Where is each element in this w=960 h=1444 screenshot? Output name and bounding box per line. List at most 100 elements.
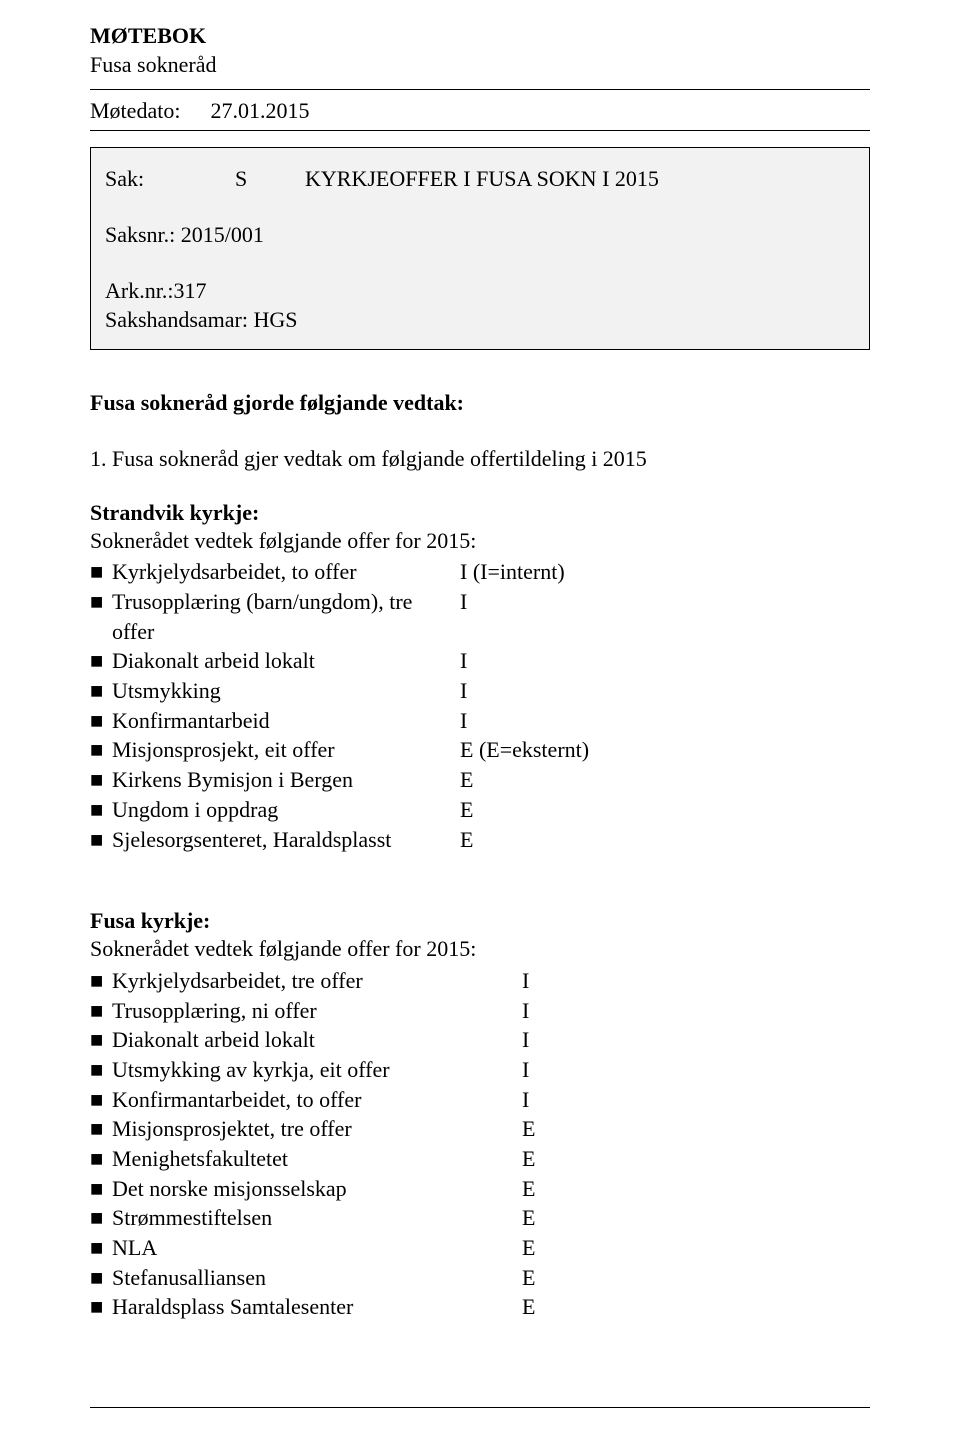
decision-intro: 1. Fusa sokneråd gjer vedtak om følgjand… [90,444,870,474]
handler-value: HGS [253,307,297,332]
list-item: ■Kyrkjelydsarbeidet, tre offerI [90,966,870,996]
item-label: Kyrkjelydsarbeidet, tre offer [112,966,522,996]
item-label: Utsmykking av kyrkja, eit offer [112,1055,522,1085]
bullet-icon: ■ [90,996,112,1026]
list-item: ■Utsmykking av kyrkja, eit offerI [90,1055,870,1085]
item-code: E [522,1292,535,1322]
sak-title: KYRKJEOFFER I FUSA SOKN I 2015 [305,164,659,194]
sak-code: S [235,164,265,194]
bullet-icon: ■ [90,676,112,706]
item-label: Strømmestiftelsen [112,1203,522,1233]
list-item: ■StefanusalliansenE [90,1263,870,1293]
item-code: I [460,706,467,736]
strandvik-list: ■Kyrkjelydsarbeidet, to offerI (I=intern… [90,557,870,854]
strandvik-subhead: Soknerådet vedtek følgjande offer for 20… [90,526,870,556]
list-item: ■Trusopplæring, ni offerI [90,996,870,1026]
list-item: ■Kyrkjelydsarbeidet, to offerI (I=intern… [90,557,870,587]
list-item: ■StrømmestiftelsenE [90,1203,870,1233]
item-code: E [522,1114,535,1144]
rule-top [90,89,870,90]
item-code: I [522,1055,529,1085]
document-title: MØTEBOK [90,22,870,51]
item-label: Sjelesorgsenteret, Haraldsplasst [112,825,460,855]
handler-row: Sakshandsamar: HGS [105,305,855,335]
item-code: E [522,1263,535,1293]
bullet-icon: ■ [90,706,112,736]
item-label: Diakonalt arbeid lokalt [112,646,460,676]
item-code: E [460,765,473,795]
list-item: ■Misjonsprosjektet, tre offerE [90,1114,870,1144]
list-item: ■Trusopplæring (barn/ungdom), tre offerI [90,587,870,646]
list-item: ■Det norske misjonsselskapE [90,1174,870,1204]
item-label: NLA [112,1233,522,1263]
item-label: Misjonsprosjektet, tre offer [112,1114,522,1144]
list-item: ■MenighetsfakultetetE [90,1144,870,1174]
header-block: MØTEBOK Fusa sokneråd [90,22,870,79]
list-item: ■NLAE [90,1233,870,1263]
list-item: ■Diakonalt arbeid lokaltI [90,1025,870,1055]
item-code: I [460,676,467,706]
item-code: E [522,1233,535,1263]
decision-heading: Fusa sokneråd gjorde følgjande vedtak: [90,390,870,416]
case-box: Sak: S KYRKJEOFFER I FUSA SOKN I 2015 Sa… [90,147,870,350]
item-label: Trusopplæring, ni offer [112,996,522,1026]
arknr-row: Ark.nr.:317 [105,276,855,306]
meeting-date-row: Møtedato: 27.01.2015 [90,98,870,124]
list-item: ■Sjelesorgsenteret, HaraldsplasstE [90,825,870,855]
item-label: Utsmykking [112,676,460,706]
meeting-date-value: 27.01.2015 [210,98,309,124]
item-code: I [460,646,467,676]
bullet-icon: ■ [90,587,112,617]
rule-bottom [90,1407,870,1408]
list-item: ■Ungdom i oppdragE [90,795,870,825]
item-label: Kirkens Bymisjon i Bergen [112,765,460,795]
strandvik-title: Strandvik kyrkje: [90,500,870,526]
item-code: I [522,996,529,1026]
saksnr-row: Saksnr.: 2015/001 [105,220,855,250]
list-item: ■Misjonsprosjekt, eit offerE (E=eksternt… [90,735,870,765]
arknr-label: Ark.nr.: [105,278,173,303]
spacer [90,474,870,496]
item-label: Haraldsplass Samtalesenter [112,1292,522,1322]
bullet-icon: ■ [90,1055,112,1085]
case-title-row: Sak: S KYRKJEOFFER I FUSA SOKN I 2015 [105,164,855,194]
list-item: ■UtsmykkingI [90,676,870,706]
bullet-icon: ■ [90,735,112,765]
item-code: I [522,966,529,996]
item-label: Stefanusalliansen [112,1263,522,1293]
fusa-list: ■Kyrkjelydsarbeidet, tre offerI■Trusoppl… [90,966,870,1322]
item-label: Kyrkjelydsarbeidet, to offer [112,557,460,587]
bullet-icon: ■ [90,557,112,587]
item-label: Ungdom i oppdrag [112,795,460,825]
item-label: Diakonalt arbeid lokalt [112,1025,522,1055]
saksnr-label: Saksnr.: [105,222,175,247]
item-label: Menighetsfakultetet [112,1144,522,1174]
bullet-icon: ■ [90,1114,112,1144]
item-label: Trusopplæring (barn/ungdom), tre offer [112,587,460,646]
document-subtitle: Fusa sokneråd [90,51,870,80]
bullet-icon: ■ [90,1233,112,1263]
spacer [90,854,870,904]
bullet-icon: ■ [90,1203,112,1233]
list-item: ■Diakonalt arbeid lokaltI [90,646,870,676]
bullet-icon: ■ [90,1292,112,1322]
item-label: Det norske misjonsselskap [112,1174,522,1204]
handler-label: Sakshandsamar: [105,307,248,332]
item-code: E [460,825,473,855]
rule-under-date [90,130,870,131]
bullet-icon: ■ [90,1174,112,1204]
spacer [105,250,855,276]
item-code: E [522,1174,535,1204]
bullet-icon: ■ [90,795,112,825]
bullet-icon: ■ [90,1144,112,1174]
list-item: ■Konfirmantarbeidet, to offerI [90,1085,870,1115]
item-code: I [522,1025,529,1055]
item-code: I (I=internt) [460,557,565,587]
sak-label: Sak: [105,164,195,194]
saksnr-value: 2015/001 [181,222,264,247]
arknr-value: 317 [173,278,206,303]
bullet-icon: ■ [90,1025,112,1055]
bullet-icon: ■ [90,646,112,676]
fusa-title: Fusa kyrkje: [90,908,870,934]
item-code: E [460,795,473,825]
